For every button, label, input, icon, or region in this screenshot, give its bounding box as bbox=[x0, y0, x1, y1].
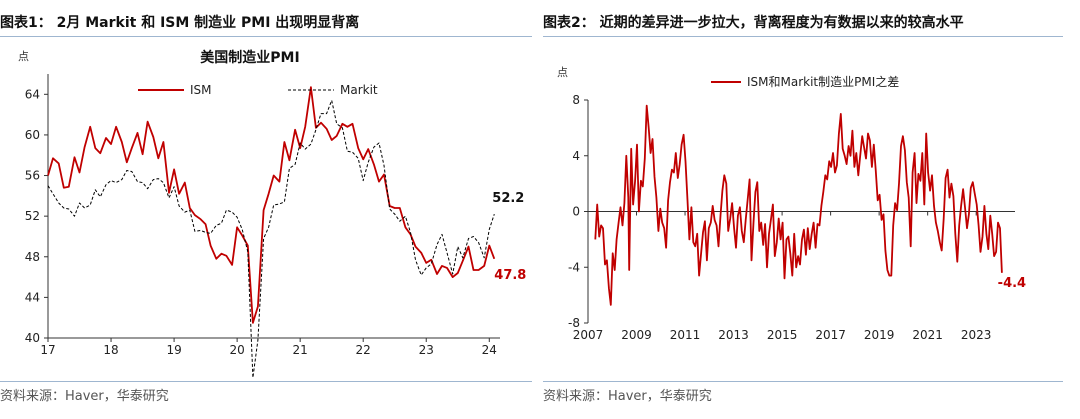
source-note: 资料来源：Haver，华泰研究 bbox=[0, 389, 169, 404]
x-tick-label: 2011 bbox=[670, 328, 701, 342]
y-tick-label: 0 bbox=[572, 205, 580, 219]
top-rule bbox=[543, 36, 1063, 37]
legend-label: ISM bbox=[190, 83, 212, 97]
y-axis-unit: 点 bbox=[18, 50, 29, 63]
series-line-Markit bbox=[47, 99, 495, 379]
end-data-label: 52.2 bbox=[492, 191, 524, 206]
y-tick-label: 56 bbox=[25, 169, 40, 183]
x-tick-label: 23 bbox=[419, 343, 434, 357]
y-tick-label: 8 bbox=[572, 93, 580, 107]
y-tick-label: 52 bbox=[25, 209, 40, 223]
legend-label: Markit bbox=[340, 83, 378, 97]
x-tick-label: 2017 bbox=[815, 328, 846, 342]
x-tick-label: 24 bbox=[482, 343, 497, 357]
y-axis-unit: 点 bbox=[557, 66, 568, 79]
left-panel: 图表1： 2月 Markit 和 ISM 制造业 PMI 出现明显背离 40 44… bbox=[0, 0, 532, 419]
x-tick-label: 17 bbox=[40, 343, 55, 357]
x-tick-label: 2007 bbox=[573, 328, 604, 342]
series-line-ISM bbox=[47, 86, 496, 324]
x-tick-label: 2021 bbox=[912, 328, 943, 342]
right-panel: 图表2： 近期的差异进一步拉大，背离程度为有数据以来的较高水平 -8 -4 0 4 8 2… bbox=[543, 0, 1063, 419]
x-tick-label: 21 bbox=[293, 343, 308, 357]
x-tick-label: 2009 bbox=[621, 328, 652, 342]
pmi-diff-line-chart: -8 -4 0 4 8 2007 2009 2011 2013 2015 2017 2019 2021 2… bbox=[557, 66, 1026, 342]
figure-title: 图表1： 2月 Markit 和 ISM 制造业 PMI 出现明显背离 bbox=[0, 15, 360, 31]
x-tick-label: 18 bbox=[103, 343, 118, 357]
bottom-rule bbox=[543, 381, 1063, 382]
y-tick-label: 4 bbox=[572, 149, 580, 163]
y-tick-label: 44 bbox=[25, 290, 40, 304]
source-note: 资料来源：Haver，华泰研究 bbox=[543, 389, 712, 404]
chart-title: 美国制造业PMI bbox=[200, 49, 299, 66]
end-data-label: 47.8 bbox=[494, 268, 526, 283]
end-data-label: -4.4 bbox=[998, 276, 1026, 291]
x-tick-label: 20 bbox=[229, 343, 244, 357]
y-tick-label: 48 bbox=[25, 250, 40, 264]
y-tick-label: 40 bbox=[25, 331, 40, 345]
x-tick-label: 19 bbox=[166, 343, 181, 357]
bottom-rule bbox=[0, 381, 532, 382]
series-line-ISM和Markit制造业PMI之差 bbox=[594, 104, 1003, 306]
x-tick-label: 2019 bbox=[864, 328, 895, 342]
y-tick-label: 60 bbox=[25, 128, 40, 142]
x-tick-label: 22 bbox=[356, 343, 371, 357]
figure-title: 图表2： 近期的差异进一步拉大，背离程度为有数据以来的较高水平 bbox=[543, 15, 964, 31]
y-tick-label: -8 bbox=[568, 316, 580, 330]
top-rule bbox=[0, 36, 532, 37]
pmi-line-chart: 40 44 48 52 56 60 64 17 18 19 20 21 22 23 24 点 美国制造业PMI I… bbox=[18, 49, 526, 379]
legend-label: ISM和Markit制造业PMI之差 bbox=[747, 75, 899, 89]
x-tick-label: 2023 bbox=[961, 328, 992, 342]
x-tick-label: 2015 bbox=[767, 328, 798, 342]
y-tick-label: 64 bbox=[25, 87, 40, 101]
y-tick-label: -4 bbox=[568, 260, 580, 274]
x-tick-label: 2013 bbox=[718, 328, 749, 342]
